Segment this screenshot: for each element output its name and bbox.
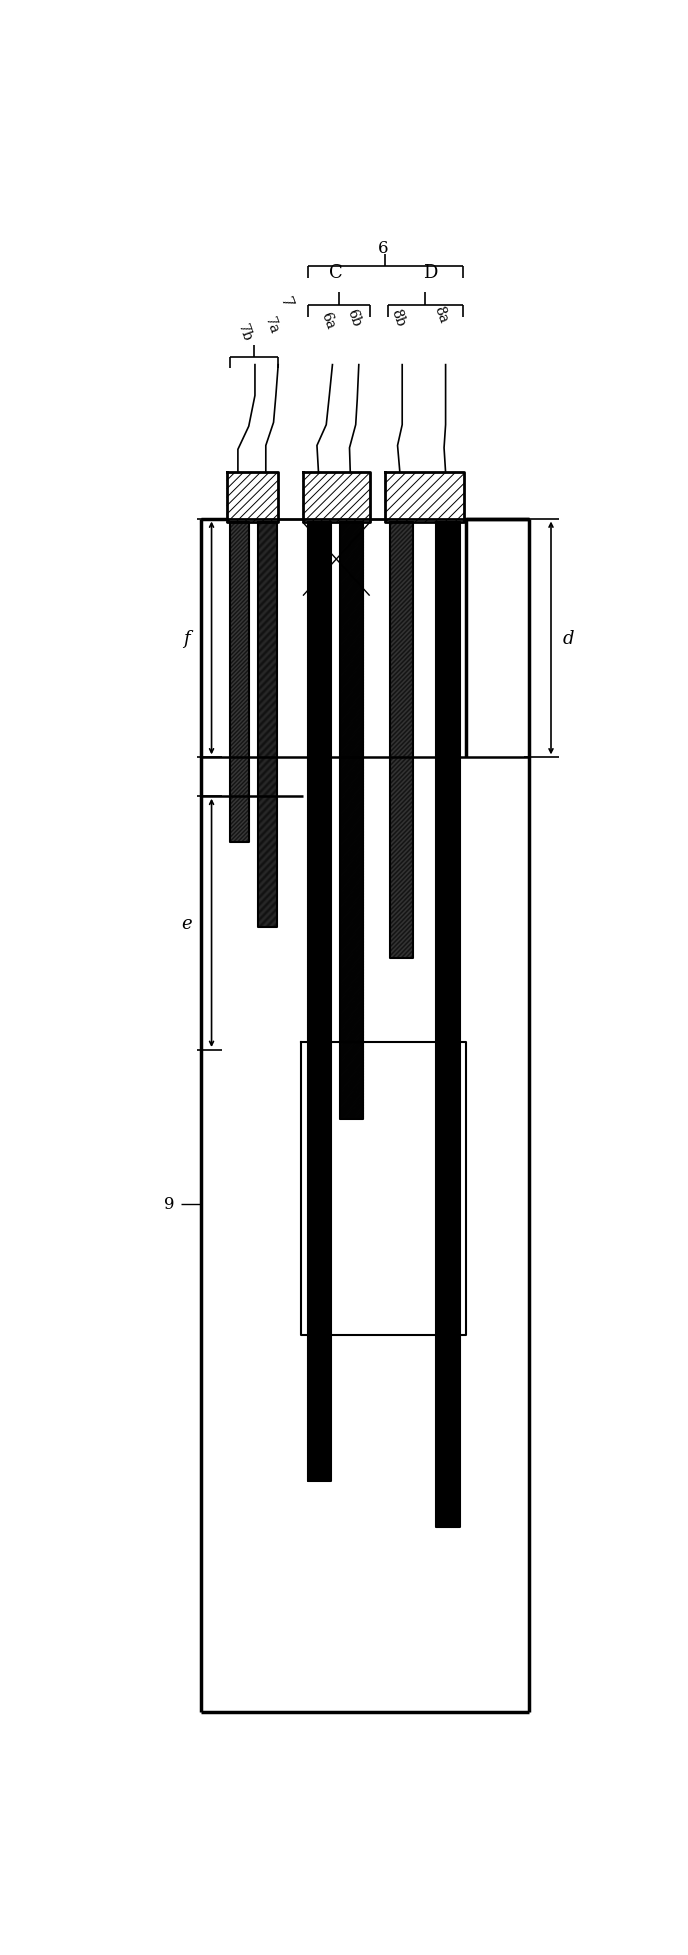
Text: e: e <box>182 915 192 933</box>
Text: 7b: 7b <box>235 323 255 344</box>
Text: 9: 9 <box>164 1196 175 1212</box>
Text: 6: 6 <box>378 240 388 256</box>
Text: f: f <box>184 630 190 647</box>
Text: 6b: 6b <box>345 307 364 328</box>
Text: 8b: 8b <box>388 307 407 328</box>
Text: 6a: 6a <box>319 311 337 330</box>
Text: 7: 7 <box>276 295 296 311</box>
Text: C: C <box>329 264 343 282</box>
Text: d: d <box>562 630 574 647</box>
Text: 8a: 8a <box>431 305 451 325</box>
Text: 7a: 7a <box>263 315 281 336</box>
Text: D: D <box>423 264 438 282</box>
